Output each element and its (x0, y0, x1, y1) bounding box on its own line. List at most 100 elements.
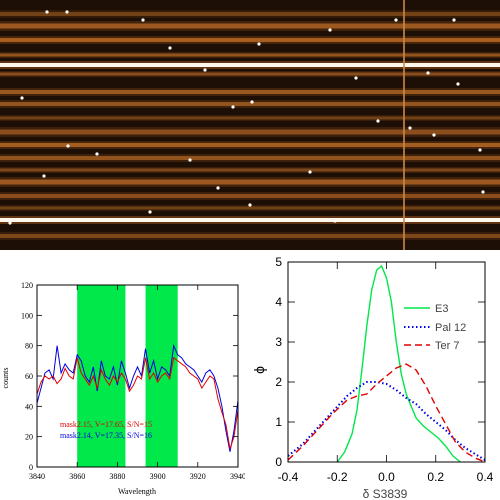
spectrum-comparison-plot: 3840 3860 3880 3900 3920 3940 0 20 40 60 80 100 120… (1, 281, 245, 496)
y-tick-label: 80 (25, 342, 33, 351)
legend: E3 Pal 12 Ter 7 (404, 303, 466, 352)
cosmic-ray-dot (481, 190, 485, 194)
y-tick-label: 2 (275, 375, 282, 389)
spectral-trace (0, 53, 500, 57)
trace-glow (0, 115, 500, 121)
cosmic-ray-dot (257, 42, 261, 46)
spectral-trace (0, 218, 500, 222)
cosmic-ray-dot (408, 126, 412, 130)
trace-glow (0, 232, 500, 240)
y-tick-label: 60 (25, 372, 33, 381)
cosmic-ray-dot (328, 28, 332, 32)
cosmic-ray-dots (8, 10, 485, 225)
x-tick-label: 3880 (109, 472, 125, 481)
trace-glow (0, 71, 500, 77)
cosmic-ray-dot (42, 174, 46, 178)
cosmic-ray-dot (426, 71, 430, 75)
spectral-trace (0, 102, 500, 106)
x-axis-label: Wavelength (118, 487, 156, 496)
cosmic-ray-dot (248, 203, 252, 207)
y-ticks: 0 20 40 60 80 100 120 (21, 281, 238, 472)
cosmic-ray-dot (231, 105, 235, 109)
legend-label-pal12: Pal 12 (435, 322, 466, 334)
trace-glow (0, 167, 500, 173)
cosmic-ray-dot (333, 219, 337, 223)
x-tick-label: 0.4 (477, 470, 494, 484)
x-ticks: 3840 3860 3880 3900 3920 3940 (29, 285, 245, 481)
bad-column (403, 0, 405, 250)
distribution-series (287, 264, 486, 463)
spectral-trace (0, 156, 500, 160)
spectral-traces (0, 10, 500, 240)
x-tick-label: 3940 (230, 472, 245, 481)
cosmic-ray-dot (452, 18, 456, 22)
y-tick-label: 1 (275, 415, 282, 429)
y-tick-label: 5 (275, 255, 282, 269)
distribution-line (287, 363, 486, 463)
spectral-trace (0, 194, 500, 198)
spectral-trace (0, 38, 500, 42)
cosmic-ray-dot (456, 82, 460, 86)
cosmic-ray-dot (95, 152, 99, 156)
trace-glow (0, 127, 500, 137)
x-axis-label: δ S3839 (363, 487, 408, 500)
y-tick-label: 0 (29, 463, 33, 472)
x-tick-label: 0.2 (427, 470, 444, 484)
cosmic-ray-dot (354, 76, 358, 80)
2d-spectrum-image (0, 0, 500, 250)
trace-glow (0, 10, 500, 18)
x-tick-label: -0.2 (327, 470, 348, 484)
spectrum-line (36, 343, 239, 452)
cosmic-ray-dot (394, 18, 398, 22)
cosmic-ray-dot (8, 221, 12, 225)
spectral-trace (0, 234, 500, 238)
x-tick-label: 3860 (69, 472, 85, 481)
cosmic-ray-dot (20, 96, 24, 100)
spectral-trace (0, 129, 500, 135)
y-axis-label: ϕ (251, 366, 267, 374)
plot-frame (287, 261, 486, 463)
legend-label-ter7: Ter 7 (435, 340, 459, 352)
cosmic-ray-dot (148, 210, 152, 214)
spectral-trace (0, 90, 500, 94)
cosmic-ray-dot (65, 10, 69, 14)
legend-label-e3: E3 (435, 303, 448, 315)
y-tick-label: 40 (25, 402, 33, 411)
x-tick-label: 3840 (29, 472, 45, 481)
y-tick-label: 3 (275, 335, 282, 349)
x-tick-label: 3900 (150, 472, 166, 481)
cosmic-ray-dot (141, 18, 145, 22)
spectral-trace (0, 23, 500, 29)
y-tick-label: 20 (25, 433, 33, 442)
legend-series-blue: mask2.14, V=17.35, S/N=16 (60, 431, 152, 440)
cosmic-ray-dot (250, 100, 254, 104)
spectral-trace (0, 12, 500, 16)
y-axis-label: counts (1, 368, 10, 389)
trace-glow (0, 192, 500, 200)
y-tick-label: 4 (275, 295, 282, 309)
legend-series-red: mask2.15, V=17.65, S/N=15 (60, 420, 152, 429)
cosmic-ray-dot (376, 119, 380, 123)
spectral-trace (0, 179, 500, 185)
cosmic-ray-dot (308, 170, 312, 174)
trace-glow (0, 205, 500, 211)
y-tick-label: 120 (21, 281, 33, 290)
x-tick-label: -0.4 (278, 470, 299, 484)
spectrum-series (36, 343, 239, 452)
spectral-trace (0, 143, 500, 147)
spectrum-line (36, 356, 239, 449)
cosmic-ray-dot (478, 148, 482, 152)
x-ticks: -0.4 -0.2 0.0 0.2 0.4 (278, 262, 494, 484)
cosmic-ray-dot (45, 10, 49, 14)
distribution-line (287, 381, 486, 461)
spectral-trace (0, 72, 500, 76)
cosmic-ray-dot (216, 186, 220, 190)
x-tick-label: 3920 (190, 472, 206, 481)
distribution-plot: -0.4 -0.2 0.0 0.2 0.4 0 1 2 3 4 5 δ S3839 ϕ E3 Pa… (251, 255, 494, 500)
spectral-trace (0, 168, 500, 172)
spectral-trace (0, 63, 500, 67)
x-tick-label: 0.0 (378, 470, 395, 484)
spectral-trace (0, 206, 500, 210)
cosmic-ray-dot (203, 68, 207, 72)
